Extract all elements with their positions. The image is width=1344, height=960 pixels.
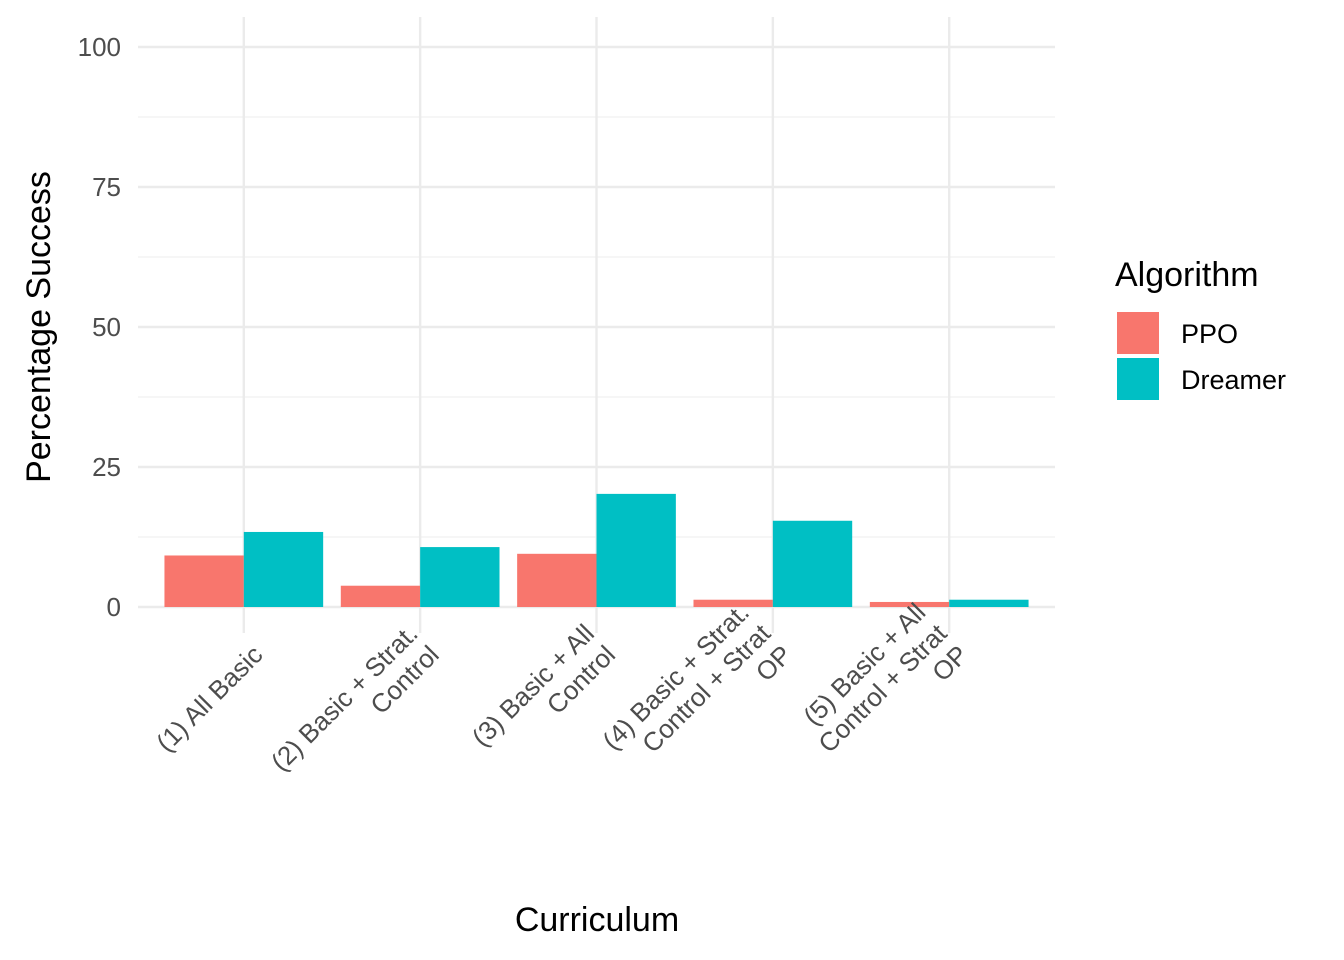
bar-dreamer-4	[772, 520, 853, 607]
y-tick-label: 50	[92, 312, 121, 342]
bar-dreamer-3	[596, 493, 676, 607]
legend-key-dreamer	[1117, 358, 1159, 400]
bar-ppo-1	[164, 555, 244, 607]
y-tick-label: 100	[78, 32, 121, 62]
bar-dreamer-5	[949, 599, 1029, 607]
x-tick-labels: (1) All Basic(2) Basic + Strat.Control (3…	[150, 596, 974, 798]
y-tick-label: 25	[92, 452, 121, 482]
x-tick-label-5: (5) Basic + AllControl + StratOP	[791, 596, 974, 779]
x-tick-label-3: (3) Basic + AllControl	[466, 618, 621, 773]
bar-ppo-4	[693, 599, 773, 607]
x-tick-label-1: (1) All Basic	[150, 639, 268, 757]
legend-key-ppo	[1117, 312, 1159, 354]
y-axis-title: Percentage Success	[20, 171, 58, 483]
y-tick-label: 75	[92, 172, 121, 202]
bars	[164, 493, 1029, 607]
bar-dreamer-1	[243, 531, 324, 607]
legend-label-dreamer: Dreamer	[1181, 365, 1286, 395]
legend-title: Algorithm	[1115, 256, 1259, 294]
y-tick-labels: 0 25 50 75 100	[78, 32, 121, 622]
bar-ppo-3	[517, 553, 597, 607]
x-tick-label-4: (4) Basic + Strat.Control + StratOP	[596, 596, 798, 798]
bar-ppo-5	[869, 601, 950, 607]
legend-label-ppo: PPO	[1181, 319, 1238, 349]
x-tick-label-2: (2) Basic + Strat.Control	[265, 618, 445, 798]
legend: Algorithm PPO Dreamer	[1115, 256, 1286, 400]
bar-dreamer-2	[420, 547, 500, 607]
x-axis-title: Curriculum	[515, 901, 679, 939]
y-tick-label: 0	[107, 592, 121, 622]
bar-ppo-2	[340, 585, 421, 607]
